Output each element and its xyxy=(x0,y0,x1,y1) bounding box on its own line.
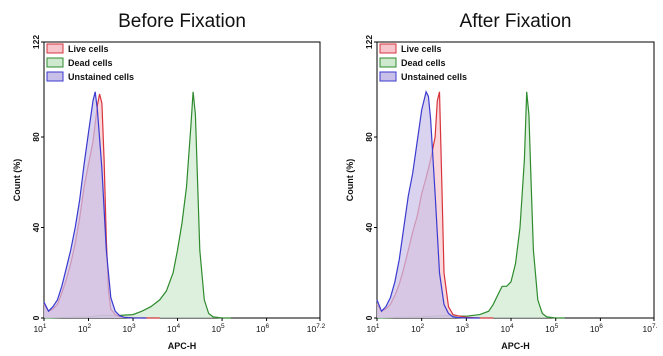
legend-label: Unstained cells xyxy=(68,72,134,82)
x-tick-label: 107. xyxy=(643,323,658,334)
y-tick-label: 80 xyxy=(31,132,41,142)
y-tick-label: 0 xyxy=(364,315,374,320)
x-axis-label: APC-H xyxy=(168,341,197,351)
legend-label: Dead cells xyxy=(401,58,446,68)
series-area-1 xyxy=(377,91,565,318)
series-area-1 xyxy=(44,91,231,318)
series-area-2 xyxy=(44,91,147,318)
legend-label: Dead cells xyxy=(68,58,113,68)
chart-panel-1: After Fixation 0 40 80 122 Count (%) 101 102 103… xyxy=(345,11,658,351)
x-tick-label: 106 xyxy=(256,323,269,334)
y-tick-label: 40 xyxy=(31,223,41,233)
y-axis-label: Count (%) xyxy=(345,159,355,202)
legend: Live cells Dead cells Unstained cells xyxy=(379,43,467,82)
legend-swatch xyxy=(379,71,397,82)
legend-swatch xyxy=(379,43,397,54)
x-tick-label: 106 xyxy=(590,323,603,334)
y-axis-label: Count (%) xyxy=(12,159,22,202)
x-tick-label: 104 xyxy=(167,323,180,334)
y-tick-label: 122 xyxy=(364,35,374,49)
legend: Live cells Dead cells Unstained cells xyxy=(46,43,134,82)
x-tick-label: 105 xyxy=(212,323,225,334)
x-tick-label: 105 xyxy=(545,323,558,334)
y-tick-label: 122 xyxy=(31,35,41,49)
x-tick-label: 101 xyxy=(366,323,379,334)
y-tick-label: 40 xyxy=(364,223,374,233)
chart-title: Before Fixation xyxy=(118,11,246,32)
y-tick-label: 0 xyxy=(31,315,41,320)
x-tick-label: 103 xyxy=(456,323,469,334)
x-tick-label: 107.2 xyxy=(307,323,326,334)
legend-swatch xyxy=(46,43,64,54)
x-tick-label: 101 xyxy=(33,323,46,334)
chart-panel-0: Before Fixation 0 40 80 122 Count (%) 101 102 10… xyxy=(12,11,326,351)
x-tick-label: 102 xyxy=(411,323,424,334)
chart-title: After Fixation xyxy=(460,11,572,32)
x-axis-label: APC-H xyxy=(501,341,530,351)
legend-swatch xyxy=(46,71,64,82)
y-tick-label: 80 xyxy=(364,132,374,142)
legend-label: Live cells xyxy=(401,44,442,54)
x-tick-label: 102 xyxy=(78,323,91,334)
x-tick-label: 103 xyxy=(122,323,135,334)
legend-label: Live cells xyxy=(68,44,109,54)
series-line-2 xyxy=(43,91,147,319)
series-area-2 xyxy=(377,91,480,318)
x-tick-label: 104 xyxy=(500,323,513,334)
legend-swatch xyxy=(46,57,64,68)
legend-label: Unstained cells xyxy=(401,72,467,82)
series-line-2 xyxy=(376,90,480,319)
legend-swatch xyxy=(379,57,397,68)
